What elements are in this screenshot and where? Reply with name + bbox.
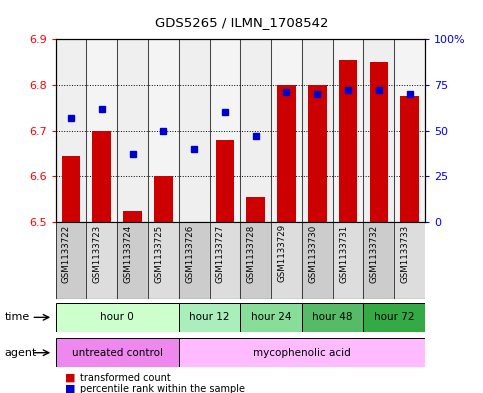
Text: GSM1133730: GSM1133730 — [308, 224, 317, 283]
Bar — [271, 39, 302, 222]
Bar — [56, 303, 179, 332]
Text: hour 72: hour 72 — [374, 312, 414, 322]
Text: ■: ■ — [65, 373, 76, 383]
Bar — [210, 39, 240, 222]
Text: hour 48: hour 48 — [313, 312, 353, 322]
Bar — [364, 303, 425, 332]
Bar — [179, 39, 210, 222]
Text: transformed count: transformed count — [80, 373, 170, 383]
Text: GSM1133732: GSM1133732 — [370, 224, 379, 283]
Bar — [86, 222, 117, 299]
Bar — [246, 197, 265, 222]
Bar — [240, 222, 271, 299]
Text: GSM1133726: GSM1133726 — [185, 224, 194, 283]
Bar — [92, 131, 111, 222]
Bar — [241, 303, 302, 332]
Bar — [277, 85, 296, 222]
Bar — [302, 39, 333, 222]
Bar — [148, 39, 179, 222]
Bar — [123, 211, 142, 222]
Text: GSM1133733: GSM1133733 — [400, 224, 410, 283]
Bar — [56, 39, 86, 222]
Text: GSM1133728: GSM1133728 — [247, 224, 256, 283]
Text: GSM1133725: GSM1133725 — [154, 224, 163, 283]
Bar — [240, 39, 271, 222]
Bar — [117, 39, 148, 222]
Bar — [215, 140, 234, 222]
Bar — [271, 222, 302, 299]
Bar — [148, 222, 179, 299]
Text: GSM1133729: GSM1133729 — [277, 224, 286, 283]
Text: GDS5265 / ILMN_1708542: GDS5265 / ILMN_1708542 — [155, 16, 328, 29]
Bar — [364, 222, 394, 299]
Bar — [179, 303, 240, 332]
Bar — [62, 156, 80, 222]
Bar — [117, 222, 148, 299]
Bar — [400, 96, 419, 222]
Text: hour 12: hour 12 — [189, 312, 230, 322]
Text: hour 0: hour 0 — [100, 312, 134, 322]
Text: agent: agent — [5, 348, 37, 358]
Bar — [154, 176, 172, 222]
Bar — [86, 39, 117, 222]
Bar — [339, 60, 357, 222]
Text: percentile rank within the sample: percentile rank within the sample — [80, 384, 245, 393]
Bar — [369, 62, 388, 222]
Bar — [210, 222, 240, 299]
Text: GSM1133727: GSM1133727 — [216, 224, 225, 283]
Bar — [302, 303, 364, 332]
Bar — [333, 39, 364, 222]
Text: untreated control: untreated control — [71, 348, 163, 358]
Text: ■: ■ — [65, 384, 76, 393]
Text: GSM1133724: GSM1133724 — [124, 224, 132, 283]
Bar — [308, 85, 327, 222]
Text: hour 24: hour 24 — [251, 312, 291, 322]
Bar — [179, 338, 425, 367]
Text: time: time — [5, 312, 30, 322]
Text: mycophenolic acid: mycophenolic acid — [253, 348, 351, 358]
Bar — [56, 338, 179, 367]
Bar — [179, 222, 210, 299]
Text: GSM1133723: GSM1133723 — [93, 224, 102, 283]
Text: GSM1133731: GSM1133731 — [339, 224, 348, 283]
Bar — [302, 222, 333, 299]
Bar — [364, 39, 394, 222]
Bar — [394, 39, 425, 222]
Bar — [333, 222, 364, 299]
Bar — [394, 222, 425, 299]
Text: GSM1133722: GSM1133722 — [62, 224, 71, 283]
Bar — [56, 222, 86, 299]
